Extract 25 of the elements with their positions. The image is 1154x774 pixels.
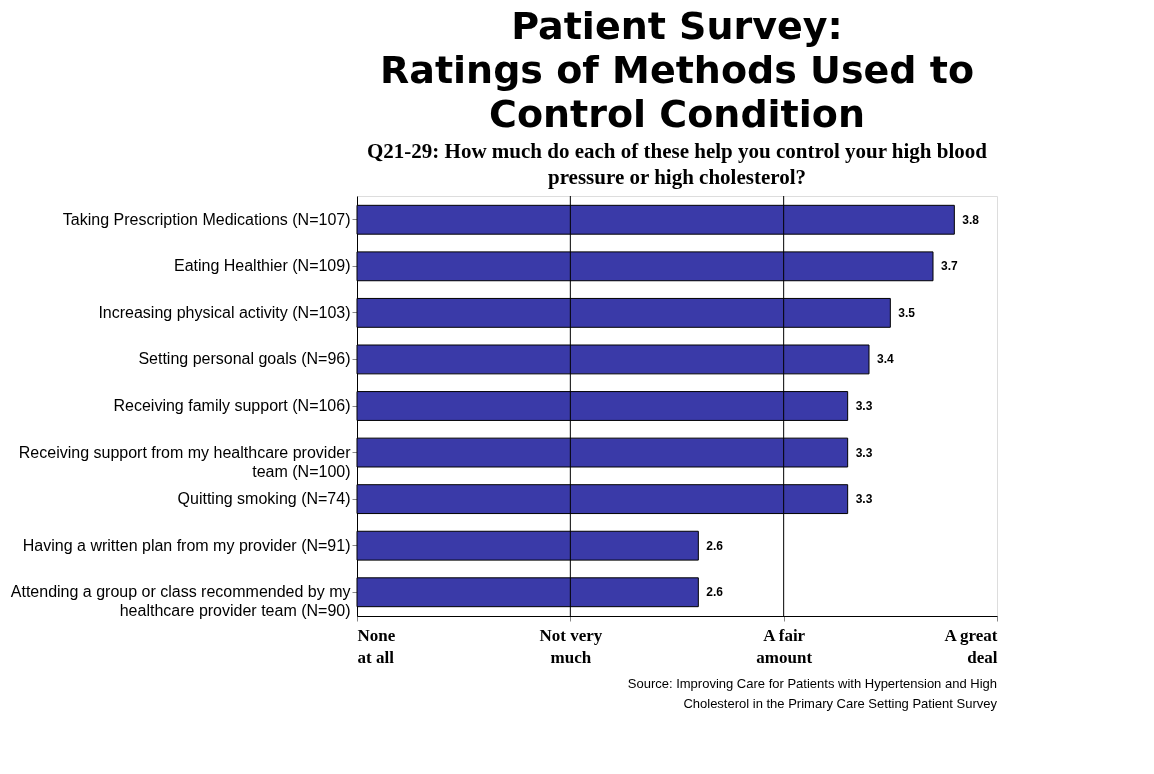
data-label: 3.3 (855, 492, 873, 507)
data-label: 2.6 (706, 585, 724, 600)
y-tick-label: Increasing physical activity (N=103) (98, 303, 351, 321)
source-note: Source: Improving Care for Patients with Hypertension and High Cholesterol in the Primary Care Setting Patient Survey (627, 676, 998, 711)
data-label: 3.3 (855, 445, 873, 460)
y-tick-label: Attending a group or class recommended by my healthcare provider team (N=90) (10, 583, 351, 620)
y-tick-label: Eating Healthier (N=109) (173, 257, 351, 275)
y-tick-label: Receiving support from my healthcare provider team (N=100) (18, 443, 352, 480)
text: A fair amount (756, 625, 813, 667)
text: A great deal (944, 625, 998, 667)
chart-subtitle: Q21-29: How much do each of these help you control your high blood pressure or high cholesterol? (367, 138, 988, 189)
data-label: 3.5 (898, 305, 916, 320)
y-tick-label: Receiving family support (N=106) (113, 397, 351, 414)
data-label: 3.8 (962, 212, 980, 227)
data-label: 3.4 (877, 352, 895, 367)
y-tick-label: Setting personal goals (N=96) (138, 350, 351, 368)
y-tick-label: Having a written plan from my provider (N=91) (22, 536, 351, 554)
data-label: 3.7 (941, 259, 959, 274)
text: None at all (357, 625, 396, 667)
y-tick-label: Quitting smoking (N=74) (177, 490, 351, 508)
text: Not very much (539, 625, 603, 667)
y-tick-label: Taking Prescription Medications (N=107) (62, 210, 351, 228)
data-label: 2.6 (706, 538, 724, 553)
data-label: 3.3 (855, 399, 873, 413)
chart-title: Patient Survey: Ratings of Methods Used to Control Condition (380, 3, 974, 136)
